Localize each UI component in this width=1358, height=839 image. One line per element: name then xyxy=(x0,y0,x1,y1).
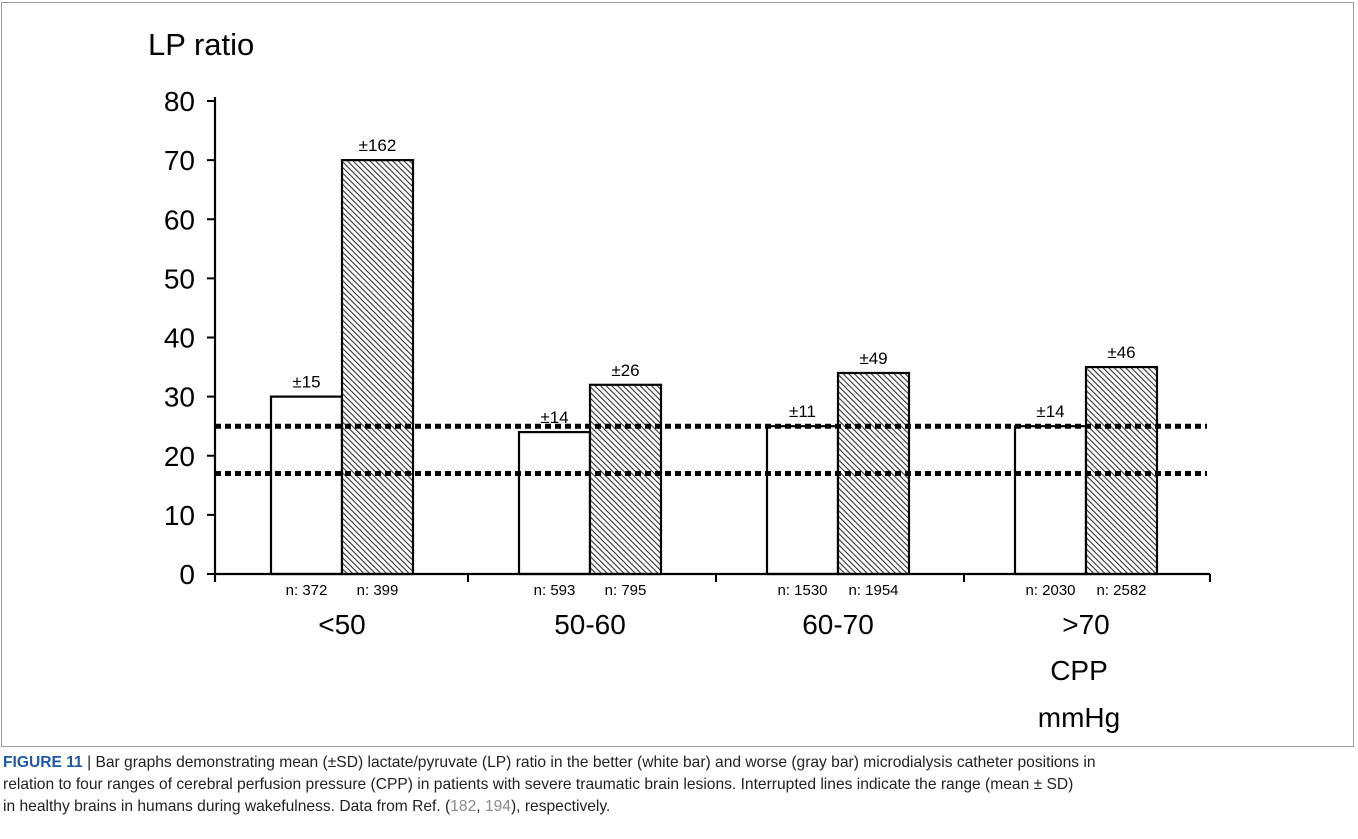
bar-n-label: n: 1954 xyxy=(848,582,898,599)
y-tick-label: 70 xyxy=(164,145,195,176)
x-category-label: <50 xyxy=(318,609,366,640)
y-tick-label: 60 xyxy=(164,204,195,235)
bar xyxy=(517,431,592,576)
bar-sd-label: ±14 xyxy=(1036,402,1064,421)
caption-reference-link-2[interactable]: 194 xyxy=(484,798,511,815)
x-axis-title-line-2: mmHg xyxy=(1038,702,1120,733)
bar-n-label: n: 372 xyxy=(286,582,328,599)
bar xyxy=(588,383,663,576)
y-tick-label: 40 xyxy=(164,323,195,354)
bar-sd-label: ±11 xyxy=(789,402,816,421)
bar-n-label: n: 1530 xyxy=(777,582,827,599)
bar-sd-label: ±46 xyxy=(1107,343,1135,362)
bar xyxy=(269,395,344,576)
y-tick-label: 10 xyxy=(164,500,195,531)
y-tick-label: 20 xyxy=(164,441,195,472)
bar-n-label: n: 795 xyxy=(605,582,647,599)
figure-caption: FIGURE 11 | Bar graphs demonstrating mea… xyxy=(3,752,1353,818)
bar-n-label: n: 399 xyxy=(357,582,399,599)
y-tick-label: 80 xyxy=(164,86,195,117)
chart-frame: LP ratio 0 10 20 30 40 50 60 70 80 ±15 n: 372 ±162… xyxy=(1,2,1354,747)
y-tick-label: 30 xyxy=(164,382,195,413)
caption-reference-separator: , xyxy=(476,798,485,815)
caption-text-line-3-end: ), respectively. xyxy=(510,798,611,815)
bar-sd-label: ±14 xyxy=(540,408,568,427)
caption-text-line-2: relation to four ranges of cerebral perf… xyxy=(3,776,1074,793)
bar-n-label: n: 2030 xyxy=(1025,582,1075,599)
x-category-label: >70 xyxy=(1062,609,1110,640)
x-axis-title-line-1: CPP xyxy=(1050,655,1108,686)
bar xyxy=(765,425,840,576)
caption-figure-label: FIGURE 11 xyxy=(3,754,83,771)
bar-chart: LP ratio 0 10 20 30 40 50 60 70 80 ±15 n: 372 ±162… xyxy=(148,27,1211,733)
bar-n-label: n: 2582 xyxy=(1096,582,1146,599)
bar-sd-label: ±49 xyxy=(859,349,887,368)
caption-text-line-1: Bar graphs demonstrating mean (±SD) lact… xyxy=(95,754,1096,771)
y-tick-label: 0 xyxy=(179,559,195,590)
bar xyxy=(1084,365,1159,576)
y-tick-label: 50 xyxy=(164,263,195,294)
y-axis-title: LP ratio xyxy=(148,27,254,62)
bar-sd-label: ±26 xyxy=(611,361,639,380)
caption-text-line-3-start: in healthy brains in humans during wakef… xyxy=(3,798,451,815)
caption-reference-link-1[interactable]: 182 xyxy=(450,798,477,815)
bar-sd-label: ±15 xyxy=(292,373,320,392)
bar xyxy=(340,159,415,576)
bar xyxy=(1013,425,1088,576)
x-category-label: 50-60 xyxy=(554,609,626,640)
bar-sd-label: ±162 xyxy=(359,136,397,155)
x-category-label: 60-70 xyxy=(802,609,874,640)
caption-separator: | xyxy=(82,754,96,771)
bar-n-label: n: 593 xyxy=(534,582,576,599)
